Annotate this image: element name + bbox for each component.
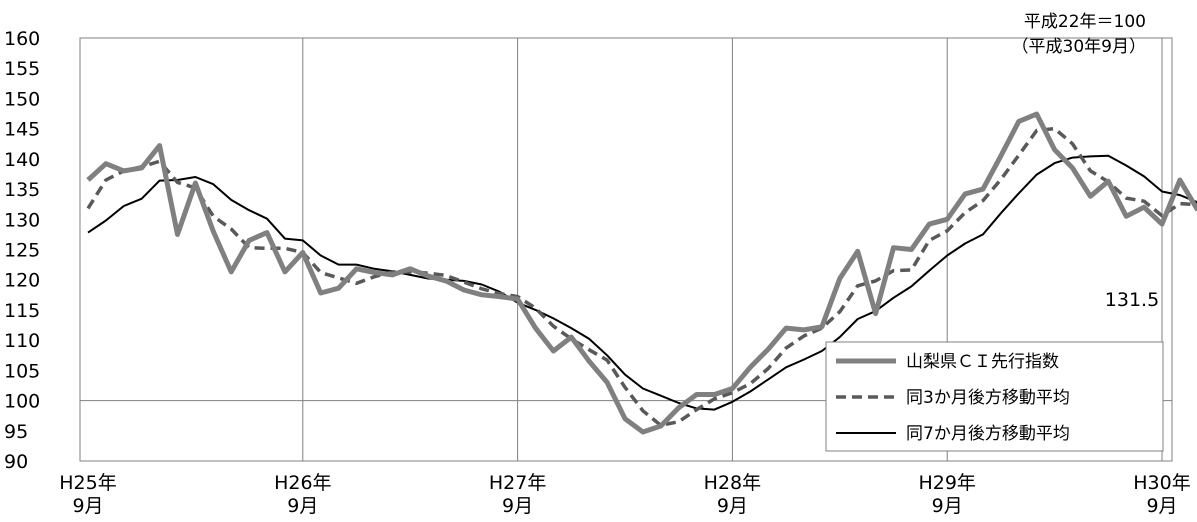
x-tick-label-month: 9月 [72, 495, 103, 517]
y-axis: 160 155 150 145 140 135 130 125 120 115 110 105 100 9… [4, 28, 40, 473]
legend-label-3m: 同3か月後方移動平均 [906, 388, 1070, 408]
legend: 山梨県ＣＩ先行指数 同3か月後方移動平均 同7か月後方移動平均 [825, 341, 1164, 452]
y-tick-label: 135 [4, 179, 40, 201]
y-tick-label: 150 [4, 88, 40, 110]
x-tick-label-month: 9月 [287, 495, 318, 517]
y-tick-label: 115 [4, 300, 40, 322]
x-tick-label-month: 9月 [1146, 495, 1177, 517]
series-line-7m-average [87, 154, 1197, 411]
series-group [86, 111, 1197, 435]
y-tick-label: 105 [4, 360, 40, 382]
y-tick-label: 120 [4, 270, 40, 292]
y-tick-label: 145 [4, 119, 40, 141]
x-tick-label-month: 9月 [502, 495, 533, 517]
x-tick-label-year: H28年 [704, 472, 761, 494]
last-value-label: 131.5 [1105, 289, 1159, 311]
series-line-ci [86, 111, 1197, 435]
legend-label-ci: 山梨県ＣＩ先行指数 [906, 352, 1059, 372]
period-note: （平成30年9月） [1012, 37, 1146, 57]
y-tick-label: 160 [4, 28, 40, 50]
x-tick-label-year: H29年 [918, 472, 975, 494]
y-tick-label: 95 [4, 421, 28, 443]
y-tick-label: 125 [4, 240, 40, 262]
y-tick-label: 110 [4, 330, 40, 352]
y-tick-label: 130 [4, 209, 40, 231]
base-note: 平成22年＝100 [1024, 12, 1146, 32]
y-tick-label: 140 [4, 149, 40, 171]
x-tick-label-year: H25年 [59, 472, 116, 494]
y-tick-label: 100 [4, 391, 40, 413]
x-tick-label-year: H26年 [274, 472, 331, 494]
y-tick-label: 155 [4, 58, 40, 80]
legend-label-7m: 同7か月後方移動平均 [906, 424, 1070, 444]
x-tick-label-month: 9月 [932, 495, 963, 517]
y-tick-label: 90 [4, 451, 28, 473]
x-tick-label-year: H30年 [1133, 472, 1190, 494]
x-tick-label-month: 9月 [717, 495, 748, 517]
plot-frame [79, 37, 1173, 462]
x-tick-label-year: H27年 [489, 472, 546, 494]
